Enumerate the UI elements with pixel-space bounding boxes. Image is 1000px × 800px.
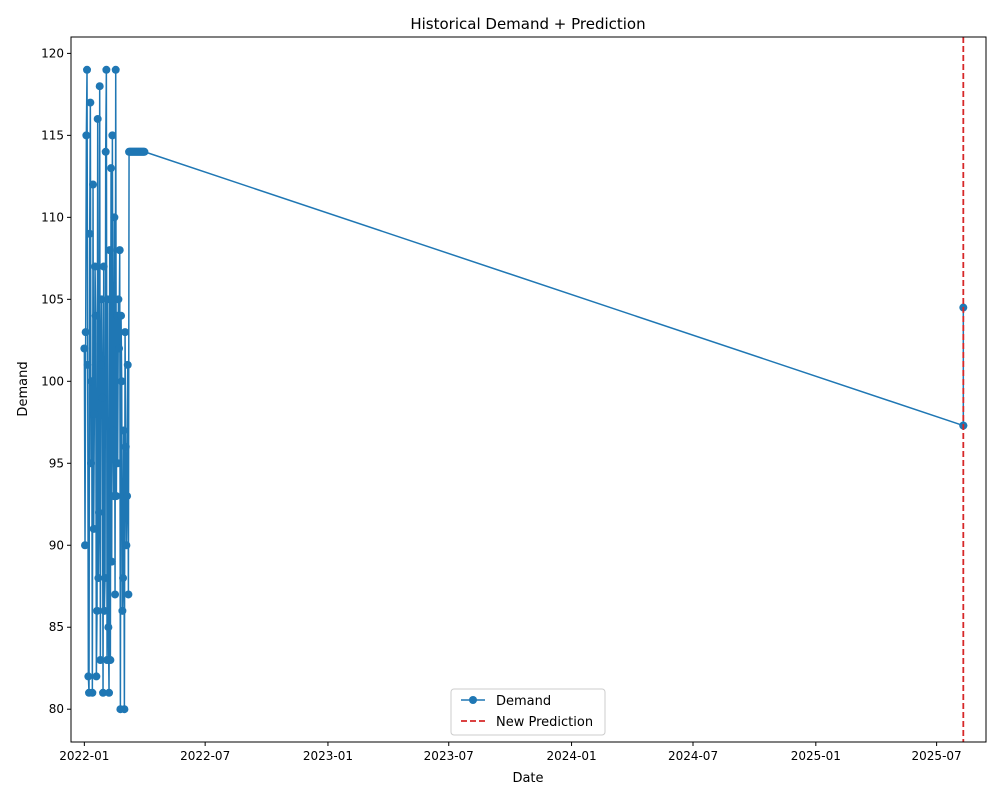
data-point [121,328,130,337]
y-axis: 80 85 90 95 100 105 110 115 120 [41,46,71,716]
data-point [117,311,126,320]
data-point [120,705,129,714]
data-point [101,574,110,583]
series-line-1 [83,69,964,710]
legend-demand-marker [469,696,477,704]
data-point [85,229,94,238]
data-point [105,688,114,697]
chart-title: Historical Demand + Prediction [410,15,645,33]
plot-area [80,37,968,742]
data-point [124,590,133,599]
data-point [96,656,105,665]
data-point [104,623,113,632]
data-point [95,82,104,91]
y-tick-label: 110 [41,210,64,224]
data-point [84,672,93,681]
x-tick-label: 2024-07 [668,749,718,763]
data-point [99,262,108,271]
legend-demand-label: Demand [496,694,551,709]
data-point [111,590,120,599]
data-point [91,311,100,320]
data-point [105,246,114,255]
data-point [118,606,127,615]
data-point [97,360,106,369]
x-axis: 2022-01 2022-07 2023-01 2023-07 2024-01 2024-… [59,742,962,763]
data-point [107,164,116,173]
data-point [86,98,95,107]
y-tick-label: 80 [49,702,64,716]
data-point [91,262,100,271]
x-tick-label: 2024-01 [546,749,596,763]
data-point [115,246,124,255]
y-tick-label: 115 [41,128,64,142]
y-tick-label: 90 [49,538,64,552]
x-tick-label: 2022-07 [180,749,230,763]
data-point [89,524,98,533]
y-tick-label: 95 [49,456,64,470]
legend-box [450,688,606,736]
legend-prediction-label: New Prediction [496,715,593,730]
data-point [94,574,103,583]
data-point [95,508,104,517]
data-point [99,688,108,697]
data-point [101,147,110,156]
x-axis-label: Date [512,771,543,786]
data-point [123,492,132,501]
y-tick-label: 85 [49,620,64,634]
data-point [100,606,109,615]
y-tick-label: 120 [41,46,64,60]
data-point [90,410,99,419]
x-tick-label: 2025-01 [791,749,841,763]
data-point [93,606,102,615]
data-point [117,377,126,386]
data-point [88,688,97,697]
data-point [119,426,128,435]
data-point [109,426,118,435]
data-point [112,492,121,501]
data-point [89,180,98,189]
data-point [115,344,124,353]
data-point [97,295,106,304]
data-point [110,213,119,222]
data-point [87,459,96,468]
x-tick-label: 2023-07 [424,749,474,763]
data-point [140,147,149,156]
x-tick-label: 2025-07 [912,749,962,763]
y-tick-label: 100 [41,374,64,388]
data-point [107,557,116,566]
data-point [103,295,112,304]
data-point [87,377,96,386]
data-point [83,65,92,74]
data-point [122,541,131,550]
data-point [121,442,130,451]
data-point [80,344,89,353]
y-tick-label: 105 [41,292,64,306]
data-point [114,295,123,304]
data-point [119,574,128,583]
data-point [82,131,91,140]
data-point [81,541,90,550]
x-tick-label: 2022-01 [59,749,109,763]
data-point [102,65,111,74]
plot-frame [70,36,987,743]
y-axis-label: Demand [16,361,31,416]
data-point [108,131,117,140]
legend: Demand New Prediction [450,688,606,736]
data-point [92,672,101,681]
data-point [98,393,107,402]
data-point [81,328,90,337]
x-tick-label: 2023-01 [303,749,353,763]
data-point [123,360,132,369]
data-point [111,65,120,74]
data-point [113,459,122,468]
data-point [93,114,102,123]
data-point [83,360,92,369]
data-point [106,656,115,665]
